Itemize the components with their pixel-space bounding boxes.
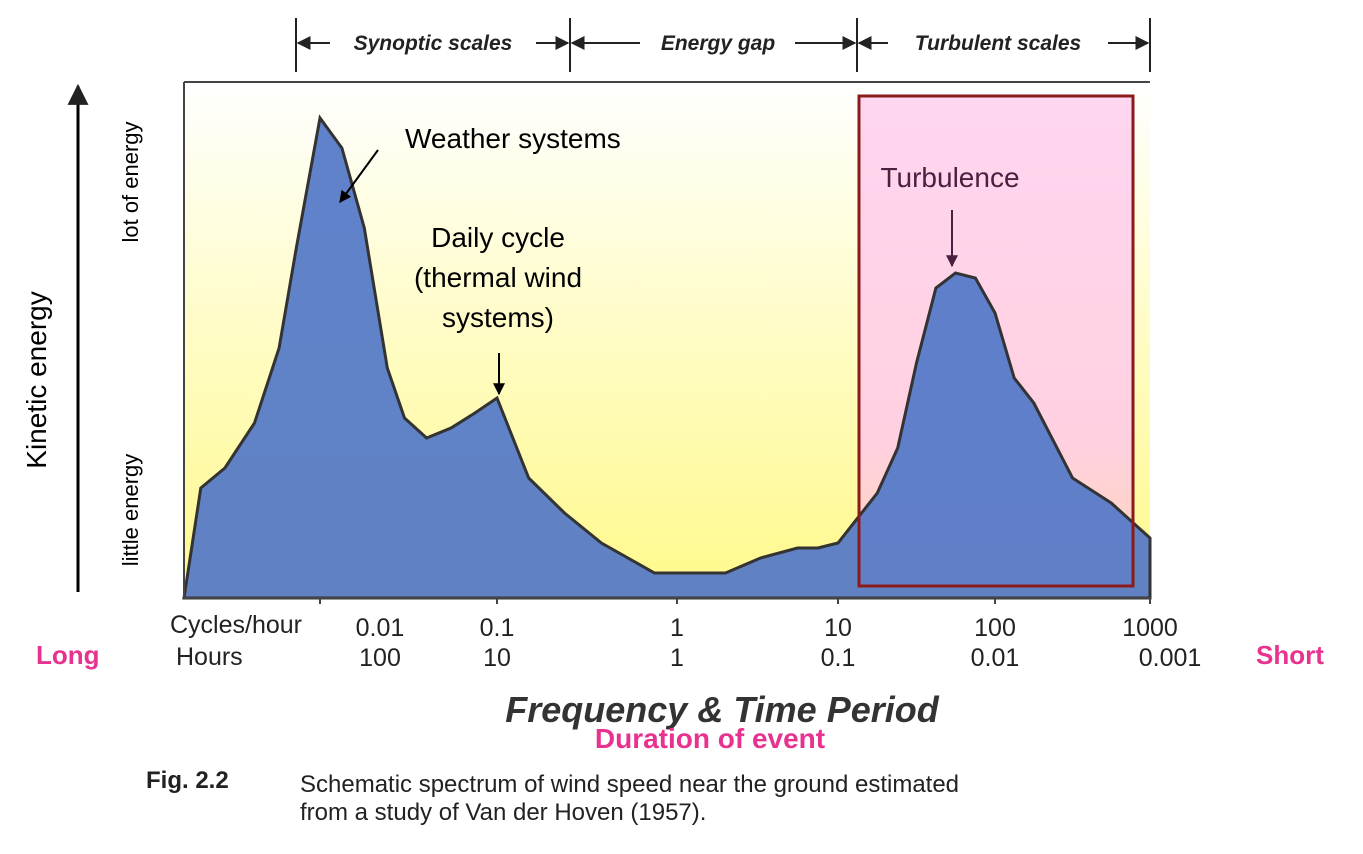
short-label: Short <box>1256 640 1324 670</box>
x-tick-label-cycles: 0.01 <box>356 614 405 642</box>
energy-gap-label: Energy gap <box>661 32 776 55</box>
weather-systems-label: Weather systems <box>405 123 621 154</box>
x-tick-label-hours: 0.1 <box>821 644 856 672</box>
daily-cycle-label-3: systems) <box>442 302 554 333</box>
scale-brackets: Synoptic scales Energy gap Turbulent sca… <box>295 18 1151 72</box>
daily-cycle-label-2: (thermal wind <box>414 262 582 293</box>
x-tick-label-hours: 0.01 <box>971 644 1020 672</box>
daily-cycle-label-1: Daily cycle <box>431 222 565 253</box>
x-tick-label-hours: 100 <box>359 644 401 672</box>
y-axis-title: Kinetic energy <box>21 291 52 468</box>
x-tick-label-cycles: 0.1 <box>480 614 515 642</box>
y-axis-low-label: little energy <box>118 454 143 567</box>
caption-line-1: Schematic spectrum of wind speed near th… <box>300 771 959 798</box>
x-axis-title: Frequency & Time Period <box>505 689 939 730</box>
x-tick-label-cycles: 1 <box>670 614 684 642</box>
spectrum-area <box>182 114 1152 600</box>
y-axis-high-label: lot of energy <box>118 121 143 242</box>
turbulent-scales-label: Turbulent scales <box>915 32 1082 55</box>
x-tick-label-cycles: 10 <box>824 614 852 642</box>
x-tick-label-cycles: 100 <box>974 614 1016 642</box>
x-tick-label-hours: 1 <box>670 644 684 672</box>
x-tick-label-cycles: 1000 <box>1122 614 1178 642</box>
x-tick-label-hours: 0.001 <box>1139 644 1202 672</box>
synoptic-scales-label: Synoptic scales <box>354 32 513 55</box>
cycles-row-label: Cycles/hour <box>170 611 302 639</box>
x-tick-label-hours: 10 <box>483 644 511 672</box>
hours-row-label: Hours <box>176 643 243 671</box>
turbulence-label: Turbulence <box>880 162 1019 193</box>
caption-label: Fig. 2.2 <box>146 767 229 794</box>
weather-systems-arrow <box>339 149 379 203</box>
turbulence-highlight-border <box>857 94 1135 588</box>
x-axis-subtitle: Duration of event <box>595 723 825 754</box>
caption-line-2: from a study of Van der Hoven (1957). <box>300 799 706 826</box>
long-label: Long <box>36 640 100 670</box>
